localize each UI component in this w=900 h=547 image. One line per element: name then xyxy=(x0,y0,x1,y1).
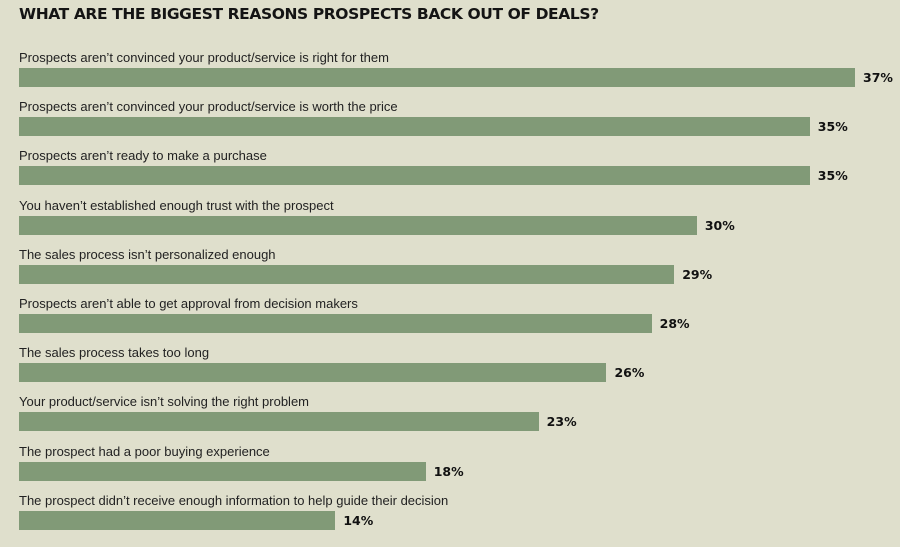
chart-title: WHAT ARE THE BIGGEST REASONS PROSPECTS B… xyxy=(19,5,599,23)
value-label: 29% xyxy=(682,266,713,282)
category-label: The prospect had a poor buying experienc… xyxy=(19,443,270,459)
bar xyxy=(19,510,336,530)
value-label: 35% xyxy=(817,119,848,135)
bar xyxy=(19,314,652,333)
bar xyxy=(19,68,855,87)
category-label: The sales process takes too long xyxy=(19,345,210,361)
bar xyxy=(19,117,810,137)
value-label: 35% xyxy=(817,168,848,184)
bar xyxy=(19,264,675,284)
bar xyxy=(19,461,426,481)
bar xyxy=(19,166,810,186)
category-label: You haven’t established enough trust wit… xyxy=(19,197,334,213)
bar xyxy=(19,363,607,383)
value-label: 28% xyxy=(659,316,690,331)
category-label: The prospect didn’t receive enough infor… xyxy=(19,492,449,508)
category-label: Your product/service isn’t solving the r… xyxy=(19,394,309,410)
bar xyxy=(19,412,539,432)
category-label: The sales process isn’t personalized eno… xyxy=(19,246,276,262)
value-label: 30% xyxy=(704,217,735,233)
bar xyxy=(19,215,697,235)
category-label: Prospects aren’t convinced your product/… xyxy=(19,99,398,115)
value-label: 26% xyxy=(614,365,645,381)
category-label: Prospects aren’t able to get approval fr… xyxy=(19,296,358,311)
category-label: Prospects aren’t ready to make a purchas… xyxy=(19,148,267,164)
value-label: 14% xyxy=(343,512,374,528)
value-label: 37% xyxy=(863,70,893,85)
value-label: 18% xyxy=(433,463,464,479)
value-label: 23% xyxy=(546,414,577,430)
category-label: Prospects aren’t convinced your product/… xyxy=(19,50,389,65)
